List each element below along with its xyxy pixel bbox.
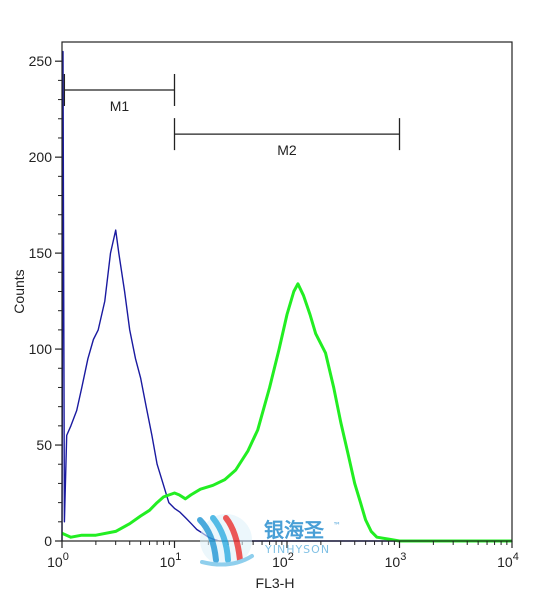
watermark-subtitle: YINHYSON	[264, 543, 330, 556]
plot-area	[61, 50, 512, 543]
series-1-line	[61, 50, 512, 542]
y-tick-label: 100	[29, 341, 53, 357]
y-tick-label: 0	[44, 533, 52, 549]
x-axis-title: FL3-H	[256, 575, 295, 591]
gate-label: M2	[277, 142, 297, 158]
x-tick-label: 103	[385, 551, 407, 570]
gate-m2: M2	[173, 118, 401, 158]
watermark: 银海圣 ™ YINHYSON	[197, 514, 341, 567]
series-2-line	[61, 282, 512, 543]
y-tick-label: 250	[29, 53, 53, 69]
watermark-title: 银海圣	[264, 518, 325, 542]
y-axis-title: Counts	[11, 269, 27, 313]
watermark-logo-icon	[197, 514, 254, 567]
watermark-tm: ™	[333, 521, 341, 530]
x-tick-label: 101	[160, 551, 182, 570]
gates: M1 M2	[63, 73, 401, 158]
y-tick-label: 50	[36, 437, 52, 453]
x-tick-label: 104	[497, 551, 519, 570]
x-tick-label: 100	[47, 551, 69, 570]
gate-label: M1	[110, 98, 130, 114]
y-tick-label: 150	[29, 245, 53, 261]
axes: 0 50 100 150 200 250 100 101 102 103 104 FL3-H Count…	[11, 41, 519, 591]
y-tick-label: 200	[29, 149, 53, 165]
x-tick-label: 102	[272, 551, 294, 570]
gate-m1: M1	[63, 73, 176, 114]
plot-frame	[61, 41, 513, 542]
